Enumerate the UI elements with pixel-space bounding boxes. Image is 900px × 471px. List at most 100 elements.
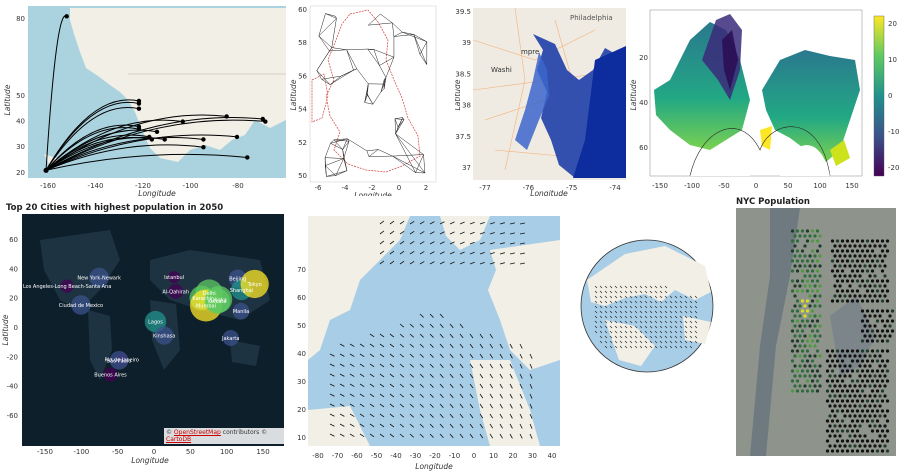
hexbin-cell <box>833 424 837 428</box>
vector-arrow <box>399 383 405 388</box>
hexbin-cell <box>793 384 797 388</box>
hexbin-cell <box>868 414 872 418</box>
vector-arrow <box>479 373 484 379</box>
hexbin-cell <box>845 439 850 443</box>
globe-vector-arrow <box>659 320 663 324</box>
mesh-edge <box>343 141 350 159</box>
hexbin-cell <box>790 289 795 293</box>
vector-arrow <box>489 413 494 419</box>
vector-arrow <box>499 413 503 419</box>
mesh-edge <box>379 56 395 66</box>
globe-vector-arrow <box>634 285 638 289</box>
hexbin-cell <box>880 289 885 293</box>
hexbin-cell <box>833 394 837 398</box>
hexbin-cell <box>830 399 835 403</box>
globe-vector-arrow <box>659 290 663 294</box>
hexbin-cell <box>825 439 830 443</box>
tick-label: 60 <box>9 236 18 244</box>
hexbin-cell <box>800 349 805 353</box>
city-label: Shanghai <box>230 288 253 294</box>
vector-arrow <box>449 221 455 225</box>
tick-label: 100 <box>220 448 233 456</box>
hexbin-cell <box>808 264 812 268</box>
mesh-edge <box>392 22 403 33</box>
vector-arrow <box>439 323 444 328</box>
globe-vector-arrow <box>624 300 628 304</box>
hexbin-cell <box>853 394 857 398</box>
vector-arrow <box>359 433 365 438</box>
hexbin-cell <box>833 384 837 388</box>
hexbin-cell <box>865 259 870 263</box>
hexbin-cell <box>840 379 845 383</box>
city-bubble <box>60 279 74 293</box>
globe-vector-arrow <box>649 340 653 344</box>
hexbin-cell <box>830 409 835 413</box>
globe-vector-arrow <box>609 325 613 329</box>
hexbin-cell <box>835 419 840 423</box>
vector-arrow <box>359 383 365 388</box>
hexbin-cell <box>870 419 875 423</box>
chesapeake-ylabel: Latitude <box>455 79 462 110</box>
vector-arrow <box>509 222 515 225</box>
globe-vector-arrow <box>669 305 673 309</box>
nyc-title: NYC Population <box>736 197 810 207</box>
hexbin-cell <box>865 399 870 403</box>
hexbin-cell <box>883 414 887 418</box>
hexbin-cell <box>865 269 870 273</box>
hexbin-cell <box>808 384 812 388</box>
vector-arrow <box>519 222 525 225</box>
openstreetmap-link[interactable]: OpenStreetMap <box>173 429 221 436</box>
hexbin-cell <box>835 439 840 443</box>
hexbin-cell <box>843 354 847 358</box>
tick-label: 20 <box>639 54 648 62</box>
hexbin-cell <box>803 244 807 248</box>
vector-arrow <box>399 403 405 408</box>
vector-arrow <box>429 261 435 265</box>
hexbin-cell <box>845 259 850 263</box>
hexbin-cell <box>885 419 890 423</box>
hexbin-cell <box>795 239 800 243</box>
hexbin-cell <box>810 359 815 363</box>
hexbin-cell <box>863 354 867 358</box>
mesh-edge <box>395 133 426 174</box>
vector-arrow <box>449 323 454 329</box>
city-bubble <box>205 285 233 313</box>
city-bubble <box>154 326 174 345</box>
cartodb-link[interactable]: CartoDB <box>166 436 192 443</box>
hexbin-cell <box>845 249 850 253</box>
vector-arrow <box>479 261 485 265</box>
vector-arrow <box>339 423 345 427</box>
hexbin-cell <box>848 384 852 388</box>
globe-vector-arrow <box>659 345 663 349</box>
hexbin-cell <box>800 309 805 313</box>
globe-vector-arrow <box>614 295 618 299</box>
mesh-edge <box>413 34 421 55</box>
hexbin-cell <box>790 359 795 363</box>
hexbin-cell <box>798 314 802 318</box>
globe-vector-arrow <box>594 310 598 314</box>
hexbin-cell <box>858 274 862 278</box>
vector-arrow <box>519 232 525 235</box>
mesh-edge <box>366 150 370 157</box>
hexbin-cell <box>860 319 865 323</box>
hexbin-cell <box>873 384 877 388</box>
hexbin-cell <box>880 249 885 253</box>
globe-vector-arrow <box>599 295 603 299</box>
hexbin-cell <box>800 269 805 273</box>
globe-vector-arrow <box>594 305 598 309</box>
hexbin-cell <box>840 369 845 373</box>
globe-vector-arrow <box>649 285 653 289</box>
vector-arrow <box>439 313 444 318</box>
vector-arrow <box>519 403 523 409</box>
hexbin-cell <box>855 419 860 423</box>
hexbin-cell <box>790 249 795 253</box>
globe-vector-arrow <box>619 300 623 304</box>
hexbin-cell <box>858 364 862 368</box>
hexbin-cell <box>838 404 842 408</box>
flight-lines <box>45 15 266 171</box>
cities-xticks: -150 -100 -50 0 50 100 150 <box>37 448 270 456</box>
mesh-edge <box>326 175 336 177</box>
hexbin-cell <box>878 424 882 428</box>
hexbin-cell <box>853 404 857 408</box>
hexbin-cell <box>885 249 890 253</box>
